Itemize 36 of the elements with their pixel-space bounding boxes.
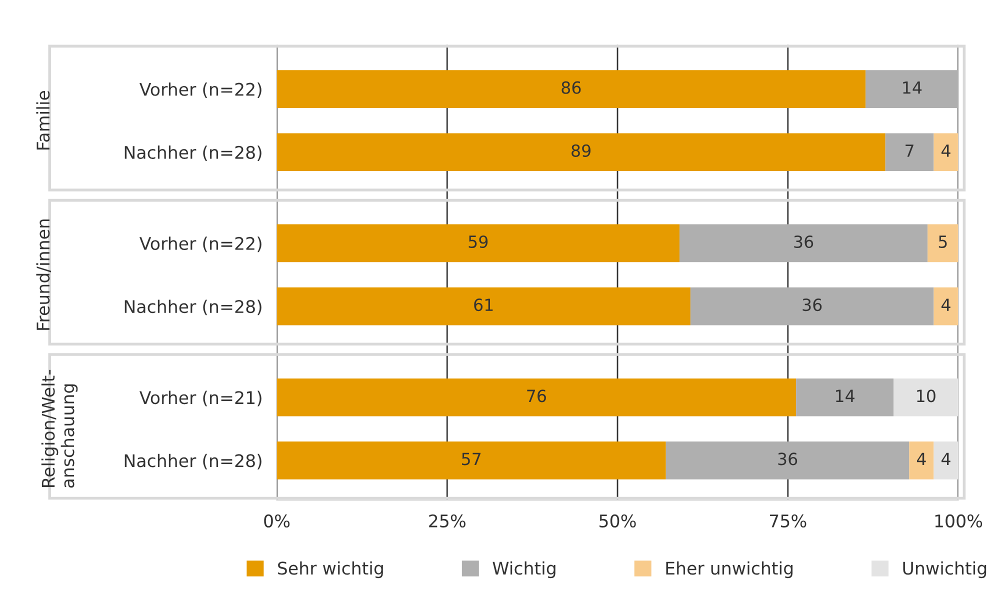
text: Freund/innen: [36, 219, 52, 330]
legend-label: Eher unwichtig: [666, 561, 793, 578]
legend-label: Sehr wichtig: [278, 561, 383, 578]
legend-label: Unwichtig: [903, 561, 986, 578]
y-tick-label: Vorher (n=22): [140, 236, 262, 252]
legend-label: Wichtig: [492, 561, 556, 578]
x-tick-label: 100%: [935, 514, 982, 528]
y-tick-label: Nachher (n=28): [124, 300, 262, 316]
data-label: 4: [942, 144, 950, 157]
x-tick-label: 25%: [429, 514, 466, 528]
data-label: 76: [527, 390, 546, 402]
data-label: 5: [938, 236, 947, 248]
data-label: 59: [468, 235, 488, 248]
data-label: 10: [917, 390, 936, 402]
data-label: 36: [802, 298, 822, 312]
data-label: 36: [778, 452, 798, 466]
data-label: 14: [903, 82, 922, 94]
data-label: 4: [942, 298, 950, 311]
data-label: 4: [916, 452, 926, 466]
y-tick-label: Nachher (n=28): [124, 454, 262, 470]
data-label: 89: [572, 144, 590, 157]
y-tick-label: Nachher (n=28): [124, 146, 262, 162]
x-tick-label: 75%: [770, 514, 806, 528]
data-label: 86: [562, 81, 581, 94]
y-tick-label: Vorher (n=22): [140, 82, 262, 98]
x-tick-label: 0%: [264, 514, 290, 528]
text: Religion/Welt- anschauung: [41, 370, 78, 488]
data-label: 4: [942, 452, 950, 466]
y-tick-label: Vorher (n=21): [140, 390, 262, 406]
text: Familie: [36, 90, 50, 150]
data-label: 7: [906, 144, 914, 157]
data-label: 14: [836, 390, 854, 402]
x-tick-label: 50%: [600, 514, 636, 528]
data-label: 57: [462, 452, 481, 466]
data-label: 36: [794, 235, 814, 248]
data-label: 61: [474, 298, 493, 312]
